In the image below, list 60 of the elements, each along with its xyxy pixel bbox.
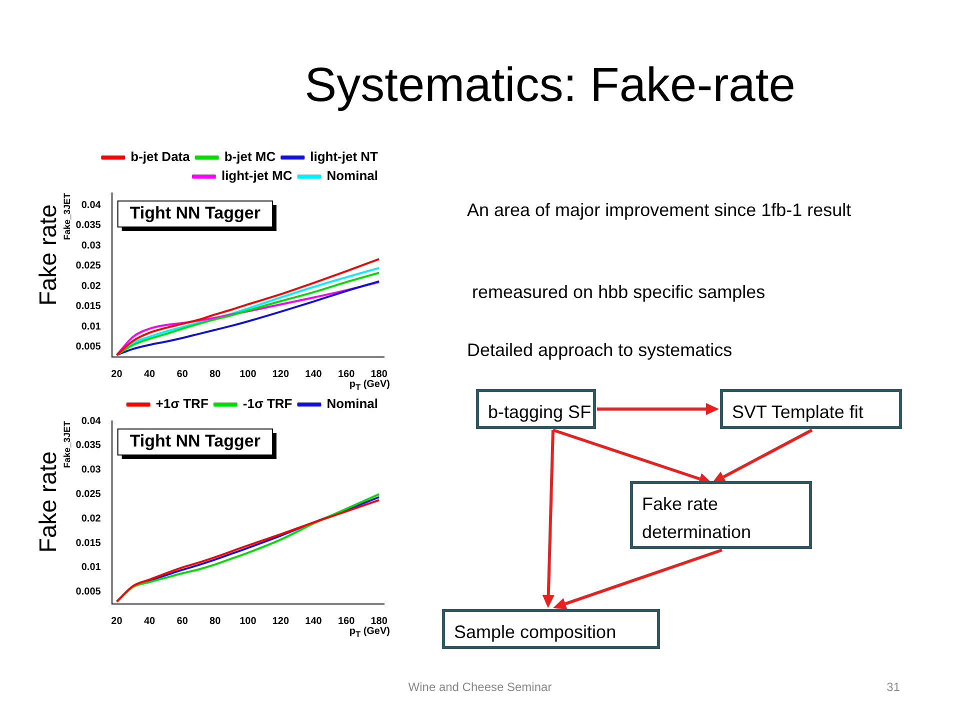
- x-axis-title: p$_{T}$ (GeV): [349, 626, 390, 639]
- y-tick-label: 0.02: [81, 513, 102, 524]
- legend-label: light-jet NT: [310, 149, 378, 164]
- x-tick-label: 20: [111, 368, 123, 380]
- y-tick-label: 0.025: [76, 488, 102, 500]
- x-tick-label: 180: [370, 616, 388, 627]
- x-tick-label: 80: [210, 616, 222, 627]
- x-tick-label: 120: [272, 368, 290, 380]
- legend-label: Nominal: [326, 168, 378, 184]
- legend-label: +1σ TRF: [156, 396, 208, 412]
- legend-label: Nominal: [326, 396, 378, 412]
- annotation: Tight NN Tagger: [130, 432, 261, 451]
- legend-label: -1σ TRF: [242, 396, 292, 412]
- text: Fake rate: [35, 203, 63, 308]
- text: An area of major improvement since 1fb-1 result: [467, 199, 852, 222]
- x-tick-label: 160: [338, 616, 356, 627]
- y-tick-label: 0.015: [76, 538, 102, 549]
- text: 31: [886, 680, 900, 694]
- y-tick-label: 0.005: [76, 586, 102, 598]
- text: Wine and Cheese Seminar: [407, 680, 553, 694]
- y-axis-title: Fake_3JET: [62, 192, 72, 240]
- text: remeasured on hbb specific samples: [471, 282, 766, 303]
- y-tick-label: 0.03: [81, 240, 102, 252]
- x-tick-label: 80: [210, 368, 222, 380]
- y-tick-label: 0.01: [81, 562, 102, 574]
- x-tick-label: 40: [144, 616, 156, 627]
- y-tick-label: 0.04: [81, 416, 102, 427]
- y-tick-label: 0.005: [76, 342, 102, 353]
- legend-label: b-jet MC: [224, 149, 276, 164]
- x-tick-label: 100: [240, 616, 257, 627]
- y-tick-label: 0.01: [81, 321, 102, 332]
- x-axis-title: p$_{T}$ (GeV): [349, 379, 390, 392]
- legend-label: light-jet MC: [221, 168, 293, 184]
- y-tick-label: 0.03: [81, 464, 102, 476]
- x-tick-label: 140: [305, 616, 322, 627]
- x-tick-label: 60: [176, 368, 188, 380]
- x-tick-label: 160: [338, 368, 356, 380]
- y-tick-label: 0.035: [76, 440, 102, 452]
- x-tick-label: 120: [272, 616, 290, 627]
- text: Fake rate determination: [630, 481, 812, 549]
- y-axis-title: Fake_3JET: [62, 420, 72, 468]
- x-tick-label: 20: [111, 616, 123, 627]
- legend-label: b-jet Data: [130, 149, 191, 164]
- annotation: Tight NN Tagger: [130, 204, 261, 223]
- text: Systematics: Fake-rate: [304, 58, 796, 113]
- y-tick-label: 0.015: [76, 301, 102, 312]
- y-tick-label: 0.025: [76, 260, 102, 272]
- y-tick-label: 0.02: [81, 280, 102, 292]
- text: SVT Template fit: [720, 389, 902, 429]
- x-tick-label: 60: [176, 616, 188, 627]
- x-tick-label: 180: [370, 368, 388, 380]
- y-tick-label: 0.04: [81, 200, 102, 211]
- text: Detailed approach to systematics: [467, 340, 732, 361]
- y-tick-label: 0.035: [76, 220, 102, 232]
- x-tick-label: 40: [144, 368, 156, 380]
- x-tick-label: 140: [305, 368, 322, 380]
- text: Fake rate: [35, 450, 63, 555]
- text: b-tagging SF: [476, 389, 596, 429]
- text: Sample composition: [442, 609, 660, 649]
- x-tick-label: 100: [240, 368, 257, 380]
